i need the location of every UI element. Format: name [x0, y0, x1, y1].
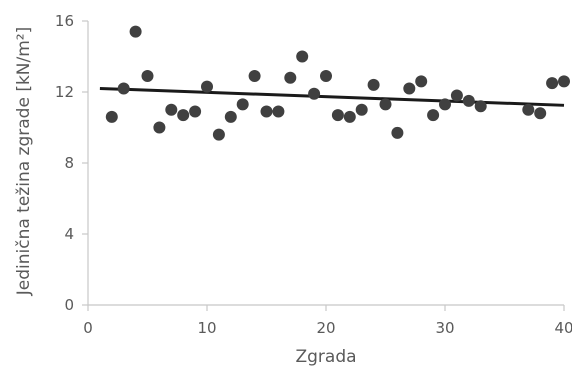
- x-tick-label: 10: [197, 319, 216, 337]
- data-point: [177, 109, 190, 122]
- x-tick-label: 30: [435, 319, 454, 337]
- tick-labels: 0 4 8 12 16 0 10 20 30 40: [55, 12, 572, 337]
- data-point: [522, 103, 535, 116]
- data-point: [284, 71, 297, 84]
- data-point: [129, 25, 142, 38]
- trendline: [99, 86, 565, 107]
- x-tick-label: 20: [316, 319, 335, 337]
- x-tick-label: 0: [83, 319, 93, 337]
- data-point: [558, 75, 570, 88]
- data-point: [355, 103, 368, 116]
- trendline-group: [99, 86, 565, 107]
- data-point: [403, 82, 416, 95]
- y-tick-label: 16: [55, 12, 74, 30]
- data-point: [343, 110, 356, 123]
- data-point: [272, 105, 285, 118]
- data-point: [439, 98, 451, 111]
- data-point: [248, 70, 261, 83]
- data-point: [117, 82, 130, 95]
- data-point: [224, 110, 237, 123]
- data-point: [165, 103, 178, 116]
- data-point: [189, 105, 202, 118]
- data-point: [320, 70, 332, 83]
- data-point: [415, 75, 428, 88]
- x-axis-title: Zgrada: [295, 347, 356, 367]
- data-points: [105, 25, 570, 141]
- data-point: [236, 98, 249, 111]
- data-point: [450, 89, 463, 102]
- data-point: [296, 50, 309, 63]
- data-point: [367, 78, 380, 91]
- y-tick-label: 4: [64, 225, 74, 243]
- data-point: [201, 80, 213, 93]
- x-tick-label: 40: [554, 319, 572, 337]
- data-point: [391, 126, 404, 139]
- data-point: [427, 109, 440, 122]
- axes: [82, 20, 565, 311]
- data-point: [534, 107, 547, 120]
- data-point: [379, 98, 392, 111]
- data-point: [141, 70, 154, 83]
- y-axis-title: Jedinična težina zgrade [kN/m²]: [14, 27, 34, 297]
- y-tick-label: 8: [64, 154, 74, 172]
- data-point: [105, 110, 118, 123]
- y-tick-label: 12: [55, 83, 74, 101]
- data-point: [474, 100, 487, 113]
- data-point: [260, 105, 273, 118]
- data-point: [308, 87, 321, 100]
- data-point: [546, 77, 559, 90]
- y-tick-label: 0: [64, 296, 74, 314]
- data-point: [212, 128, 225, 141]
- data-point: [331, 109, 344, 122]
- data-point: [462, 94, 475, 107]
- data-point: [153, 121, 166, 134]
